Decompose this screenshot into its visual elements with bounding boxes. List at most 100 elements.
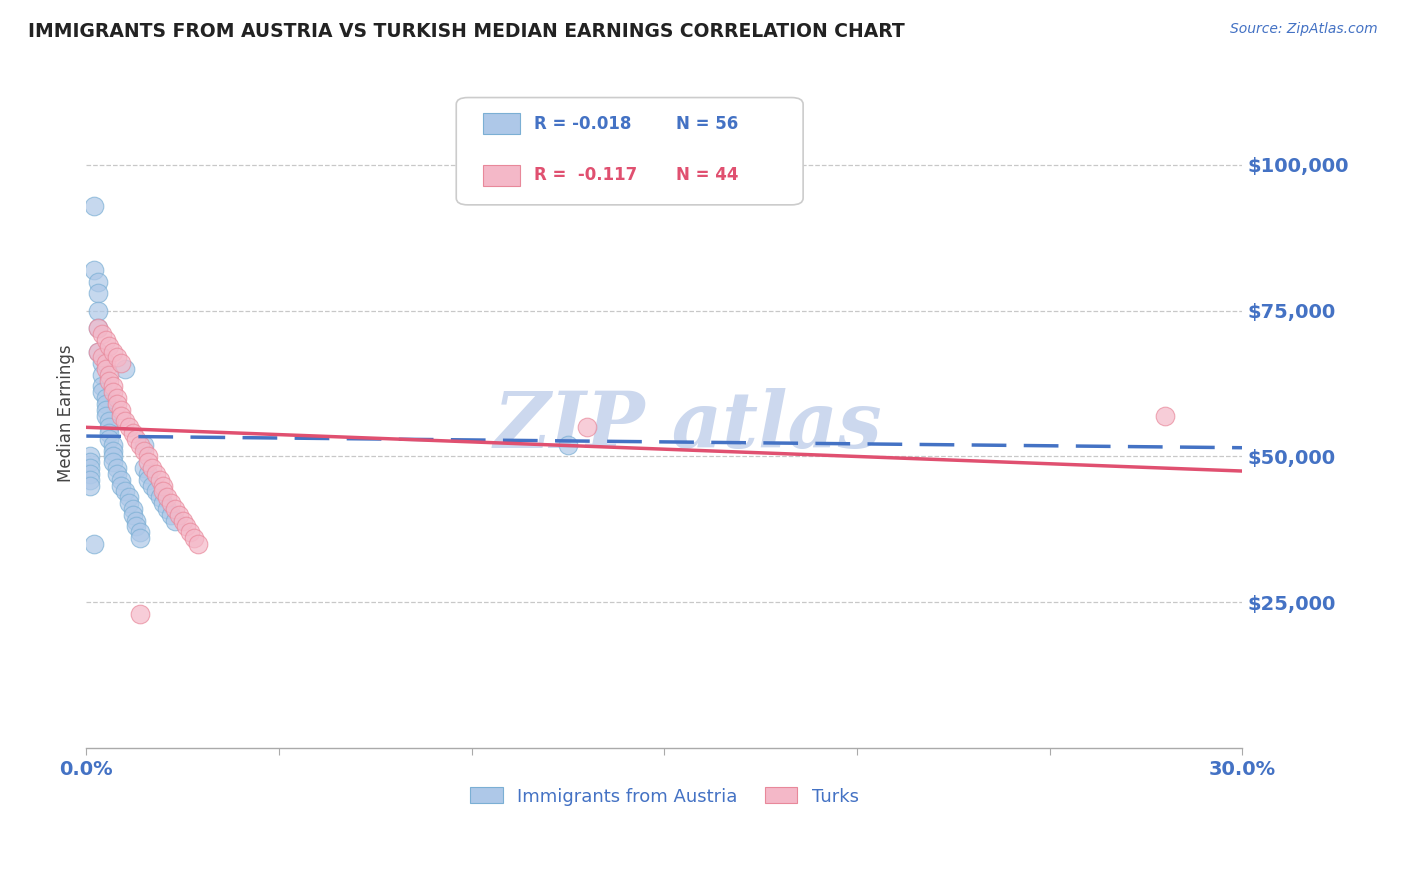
Point bbox=[125, 514, 148, 528]
Point bbox=[114, 362, 136, 376]
Point bbox=[110, 473, 132, 487]
Point bbox=[152, 484, 174, 499]
Point bbox=[141, 461, 163, 475]
Point bbox=[103, 385, 125, 400]
Point bbox=[90, 385, 112, 400]
Point bbox=[87, 344, 110, 359]
Point bbox=[121, 502, 143, 516]
FancyBboxPatch shape bbox=[482, 113, 520, 135]
Point bbox=[103, 379, 125, 393]
Point bbox=[152, 496, 174, 510]
Text: IMMIGRANTS FROM AUSTRIA VS TURKISH MEDIAN EARNINGS CORRELATION CHART: IMMIGRANTS FROM AUSTRIA VS TURKISH MEDIA… bbox=[28, 22, 905, 41]
Point bbox=[129, 607, 152, 621]
Point bbox=[79, 450, 101, 464]
Point bbox=[156, 491, 179, 505]
Point bbox=[79, 467, 101, 481]
Point bbox=[148, 473, 170, 487]
Point bbox=[121, 426, 143, 441]
Point bbox=[87, 303, 110, 318]
Point bbox=[129, 531, 152, 545]
Point bbox=[103, 455, 125, 469]
Point bbox=[160, 496, 183, 510]
Point bbox=[90, 379, 112, 393]
Point bbox=[90, 356, 112, 370]
Point bbox=[98, 374, 121, 388]
Point bbox=[110, 478, 132, 492]
Point bbox=[79, 461, 101, 475]
Point bbox=[98, 420, 121, 434]
Point bbox=[94, 333, 117, 347]
Point bbox=[79, 455, 101, 469]
Point bbox=[105, 391, 128, 405]
Point bbox=[90, 368, 112, 382]
Point bbox=[79, 478, 101, 492]
Point bbox=[103, 438, 125, 452]
Point bbox=[136, 467, 159, 481]
Text: R =  -0.117: R = -0.117 bbox=[534, 166, 637, 185]
Point bbox=[121, 508, 143, 522]
FancyBboxPatch shape bbox=[482, 165, 520, 186]
Point bbox=[576, 420, 599, 434]
Point bbox=[172, 514, 194, 528]
Point bbox=[103, 450, 125, 464]
Point bbox=[103, 344, 125, 359]
Point bbox=[87, 286, 110, 301]
Point bbox=[83, 199, 105, 213]
Text: R = -0.018: R = -0.018 bbox=[534, 115, 631, 133]
Point bbox=[118, 491, 141, 505]
Point bbox=[160, 508, 183, 522]
Y-axis label: Median Earnings: Median Earnings bbox=[58, 344, 75, 482]
Point bbox=[98, 415, 121, 429]
Point bbox=[98, 339, 121, 353]
Point bbox=[94, 362, 117, 376]
Text: Source: ZipAtlas.com: Source: ZipAtlas.com bbox=[1230, 22, 1378, 37]
Point bbox=[105, 397, 128, 411]
Point bbox=[94, 397, 117, 411]
Point bbox=[125, 432, 148, 446]
Point bbox=[105, 351, 128, 365]
Point bbox=[94, 402, 117, 417]
Point bbox=[179, 525, 201, 540]
Point bbox=[87, 275, 110, 289]
Point bbox=[94, 409, 117, 423]
Text: ZIP atlas: ZIP atlas bbox=[494, 388, 882, 465]
Point bbox=[110, 409, 132, 423]
Point bbox=[98, 368, 121, 382]
Point bbox=[136, 455, 159, 469]
Point bbox=[105, 467, 128, 481]
Point bbox=[114, 484, 136, 499]
Point bbox=[83, 263, 105, 277]
Point bbox=[557, 438, 579, 452]
Point bbox=[132, 438, 155, 452]
Point bbox=[183, 531, 205, 545]
Point bbox=[114, 415, 136, 429]
Point bbox=[79, 473, 101, 487]
Point bbox=[129, 438, 152, 452]
Point bbox=[105, 461, 128, 475]
Point bbox=[145, 484, 167, 499]
Point bbox=[94, 391, 117, 405]
Point bbox=[118, 496, 141, 510]
Point bbox=[1154, 409, 1177, 423]
Point bbox=[167, 508, 190, 522]
FancyBboxPatch shape bbox=[457, 97, 803, 205]
Point bbox=[163, 502, 186, 516]
Point bbox=[132, 443, 155, 458]
Point bbox=[98, 432, 121, 446]
Point bbox=[129, 525, 152, 540]
Point bbox=[94, 356, 117, 370]
Point bbox=[110, 356, 132, 370]
Point bbox=[83, 537, 105, 551]
Point bbox=[176, 519, 198, 533]
Point bbox=[103, 443, 125, 458]
Point bbox=[187, 537, 209, 551]
Text: N = 56: N = 56 bbox=[676, 115, 738, 133]
Point bbox=[152, 478, 174, 492]
Point bbox=[136, 450, 159, 464]
Point bbox=[141, 478, 163, 492]
Point bbox=[148, 491, 170, 505]
Point bbox=[90, 351, 112, 365]
Point bbox=[90, 326, 112, 341]
Point bbox=[87, 344, 110, 359]
Point bbox=[125, 519, 148, 533]
